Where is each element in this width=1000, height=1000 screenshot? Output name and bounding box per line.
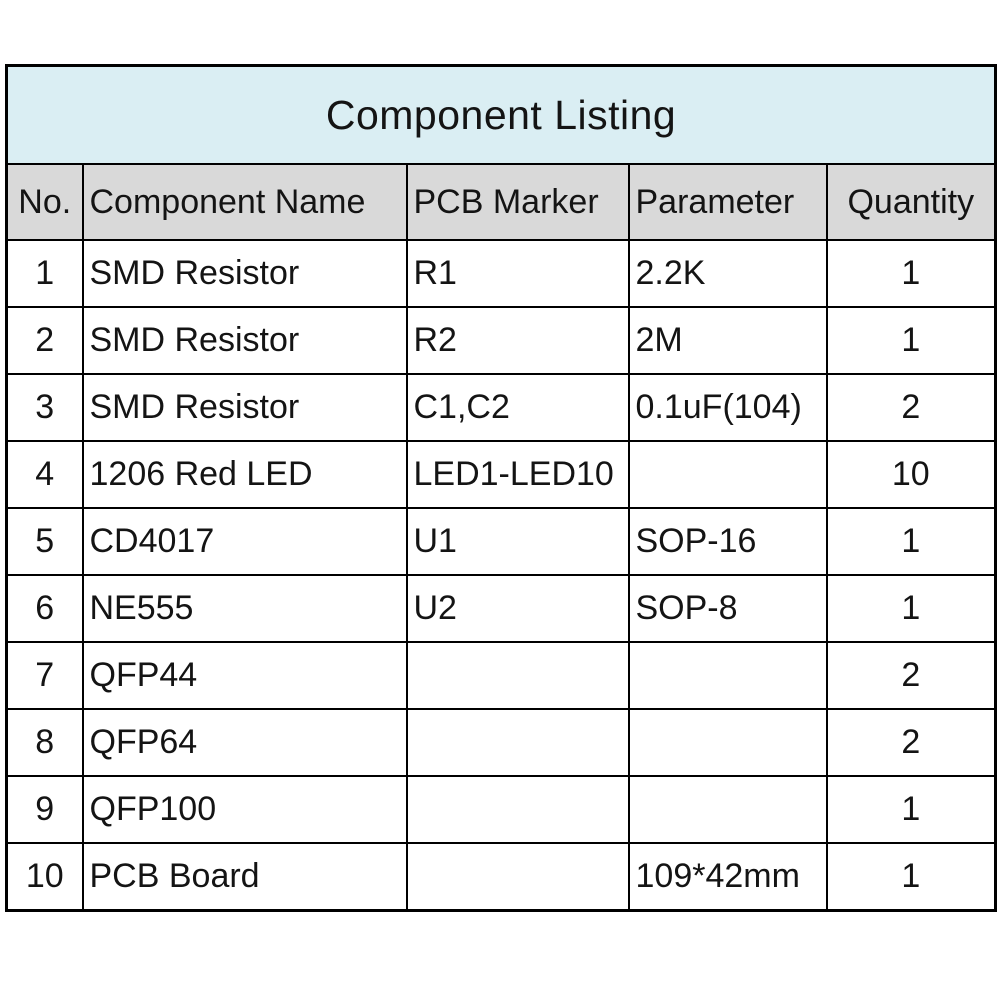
column-header-parameter: Parameter bbox=[627, 163, 828, 241]
cell-marker bbox=[405, 641, 630, 710]
cell-no: 5 bbox=[5, 507, 84, 576]
cell-parameter bbox=[627, 641, 828, 710]
cell-quantity: 1 bbox=[825, 507, 997, 576]
table-title: Component Listing bbox=[5, 64, 997, 165]
cell-parameter: 2.2K bbox=[627, 239, 828, 308]
cell-name: SMD Resistor bbox=[81, 373, 408, 442]
cell-marker: C1,C2 bbox=[405, 373, 630, 442]
cell-name: QFP100 bbox=[81, 775, 408, 844]
cell-parameter bbox=[627, 775, 828, 844]
cell-no: 7 bbox=[5, 641, 84, 710]
table-row: 5 CD4017 U1 SOP-16 1 bbox=[5, 507, 997, 576]
cell-marker: U1 bbox=[405, 507, 630, 576]
cell-quantity: 2 bbox=[825, 641, 997, 710]
cell-name: QFP44 bbox=[81, 641, 408, 710]
cell-name: CD4017 bbox=[81, 507, 408, 576]
column-header-quantity: Quantity bbox=[825, 163, 997, 241]
cell-no: 2 bbox=[5, 306, 84, 375]
table-title-row: Component Listing bbox=[5, 64, 997, 165]
cell-no: 1 bbox=[5, 239, 84, 308]
table-row: 8 QFP64 2 bbox=[5, 708, 997, 777]
cell-marker bbox=[405, 842, 630, 912]
table-row: 3 SMD Resistor C1,C2 0.1uF(104) 2 bbox=[5, 373, 997, 442]
cell-quantity: 1 bbox=[825, 306, 997, 375]
table-row: 10 PCB Board 109*42mm 1 bbox=[5, 842, 997, 912]
cell-parameter: SOP-8 bbox=[627, 574, 828, 643]
cell-quantity: 1 bbox=[825, 239, 997, 308]
cell-parameter: 2M bbox=[627, 306, 828, 375]
cell-no: 3 bbox=[5, 373, 84, 442]
cell-marker: LED1-LED10 bbox=[405, 440, 630, 509]
table-header-row: No. Component Name PCB Marker Parameter … bbox=[5, 163, 997, 241]
table-row: 2 SMD Resistor R2 2M 1 bbox=[5, 306, 997, 375]
cell-quantity: 10 bbox=[825, 440, 997, 509]
cell-name: QFP64 bbox=[81, 708, 408, 777]
cell-marker bbox=[405, 708, 630, 777]
cell-no: 4 bbox=[5, 440, 84, 509]
cell-name: PCB Board bbox=[81, 842, 408, 912]
cell-parameter bbox=[627, 708, 828, 777]
cell-name: SMD Resistor bbox=[81, 306, 408, 375]
cell-name: NE555 bbox=[81, 574, 408, 643]
cell-quantity: 2 bbox=[825, 373, 997, 442]
cell-parameter: 0.1uF(104) bbox=[627, 373, 828, 442]
cell-parameter bbox=[627, 440, 828, 509]
cell-quantity: 1 bbox=[825, 775, 997, 844]
column-header-name: Component Name bbox=[81, 163, 408, 241]
table-row: 9 QFP100 1 bbox=[5, 775, 997, 844]
cell-marker: R1 bbox=[405, 239, 630, 308]
cell-parameter: SOP-16 bbox=[627, 507, 828, 576]
cell-marker bbox=[405, 775, 630, 844]
cell-no: 8 bbox=[5, 708, 84, 777]
table-row: 7 QFP44 2 bbox=[5, 641, 997, 710]
table-row: 4 1206 Red LED LED1-LED10 10 bbox=[5, 440, 997, 509]
cell-parameter: 109*42mm bbox=[627, 842, 828, 912]
table-row: 1 SMD Resistor R1 2.2K 1 bbox=[5, 239, 997, 308]
cell-quantity: 1 bbox=[825, 842, 997, 912]
column-header-no: No. bbox=[5, 163, 84, 241]
cell-no: 10 bbox=[5, 842, 84, 912]
cell-marker: R2 bbox=[405, 306, 630, 375]
cell-no: 6 bbox=[5, 574, 84, 643]
table-row: 6 NE555 U2 SOP-8 1 bbox=[5, 574, 997, 643]
column-header-marker: PCB Marker bbox=[405, 163, 630, 241]
cell-name: SMD Resistor bbox=[81, 239, 408, 308]
cell-quantity: 2 bbox=[825, 708, 997, 777]
cell-quantity: 1 bbox=[825, 574, 997, 643]
cell-name: 1206 Red LED bbox=[81, 440, 408, 509]
cell-no: 9 bbox=[5, 775, 84, 844]
component-listing-table: Component Listing No. Component Name PCB… bbox=[5, 64, 998, 912]
cell-marker: U2 bbox=[405, 574, 630, 643]
